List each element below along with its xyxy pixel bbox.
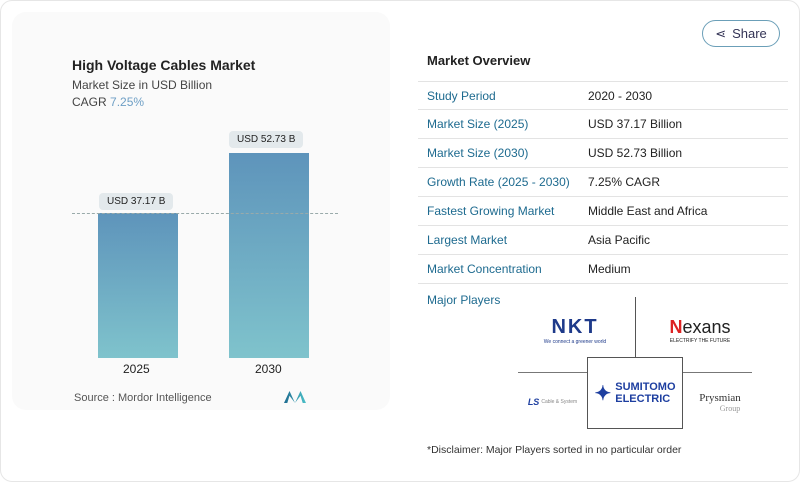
row-value: 2020 - 2030 (588, 88, 653, 103)
logo-prysmian: Prysmian Group (699, 391, 741, 413)
x-tick-2030: 2030 (255, 362, 282, 376)
logo-divider (635, 297, 636, 357)
row-value: 7.25% CAGR (588, 175, 661, 189)
overview-row: Fastest Growing Market Middle East and Af… (418, 197, 788, 226)
row-key: Study Period (427, 88, 496, 103)
row-value: Medium (588, 262, 631, 276)
row-key: Fastest Growing Market (427, 204, 555, 218)
data-label-2030: USD 52.73 B (229, 131, 304, 148)
logo-ls: LS Cable & System (527, 397, 578, 407)
chart-title: High Voltage Cables Market (72, 57, 256, 73)
chart-subtitle: Market Size in USD Billion (72, 78, 213, 92)
disclaimer: *Disclaimer: Major Players sorted in no … (427, 444, 682, 456)
cagr-label: CAGR (72, 95, 107, 109)
share-button[interactable]: ⋖ Share (702, 20, 780, 47)
row-key: Market Size (2030) (427, 146, 529, 160)
row-value: Asia Pacific (588, 233, 651, 247)
share-label: Share (732, 26, 767, 41)
overview-title: Market Overview (427, 53, 531, 68)
baseline-dash (72, 213, 338, 214)
logo-nexans: Nexans ELECTRIFY THE FUTURE (669, 316, 731, 344)
source: Source : Mordor Intelligence (74, 392, 212, 404)
share-icon: ⋖ (715, 25, 727, 41)
bar-2025 (98, 213, 178, 358)
cagr-value: 7.25% (110, 95, 145, 109)
overview-row: Market Concentration Medium (418, 255, 788, 284)
row-key: Market Concentration (427, 262, 542, 276)
overview-row: Largest Market Asia Pacific (418, 226, 788, 255)
bar-2030 (229, 153, 309, 358)
row-value: USD 52.73 Billion (588, 146, 683, 160)
overview-row: Market Size (2025) USD 37.17 Billion (418, 110, 788, 139)
logo-sumitomo: ✦ SUMITOMO ELECTRIC (587, 357, 683, 429)
overview-row: Study Period 2020 - 2030 (418, 81, 788, 110)
cagr: CAGR 7.25% (72, 95, 144, 109)
row-key: Growth Rate (2025 - 2030) (427, 175, 570, 189)
logo-nkt: NKT We connect a greener world (543, 315, 607, 345)
row-key: Market Size (2025) (427, 117, 529, 131)
row-value: USD 37.17 Billion (588, 117, 683, 131)
overview-row: Growth Rate (2025 - 2030) 7.25% CAGR (418, 168, 788, 197)
major-players-label: Major Players (427, 293, 501, 307)
row-key: Largest Market (427, 233, 508, 247)
overview-row: Market Size (2030) USD 52.73 Billion (418, 139, 788, 168)
row-value: Middle East and Africa (588, 204, 708, 218)
chart-card (12, 12, 390, 410)
data-label-2025: USD 37.17 B (99, 193, 174, 210)
x-tick-2025: 2025 (123, 362, 150, 376)
